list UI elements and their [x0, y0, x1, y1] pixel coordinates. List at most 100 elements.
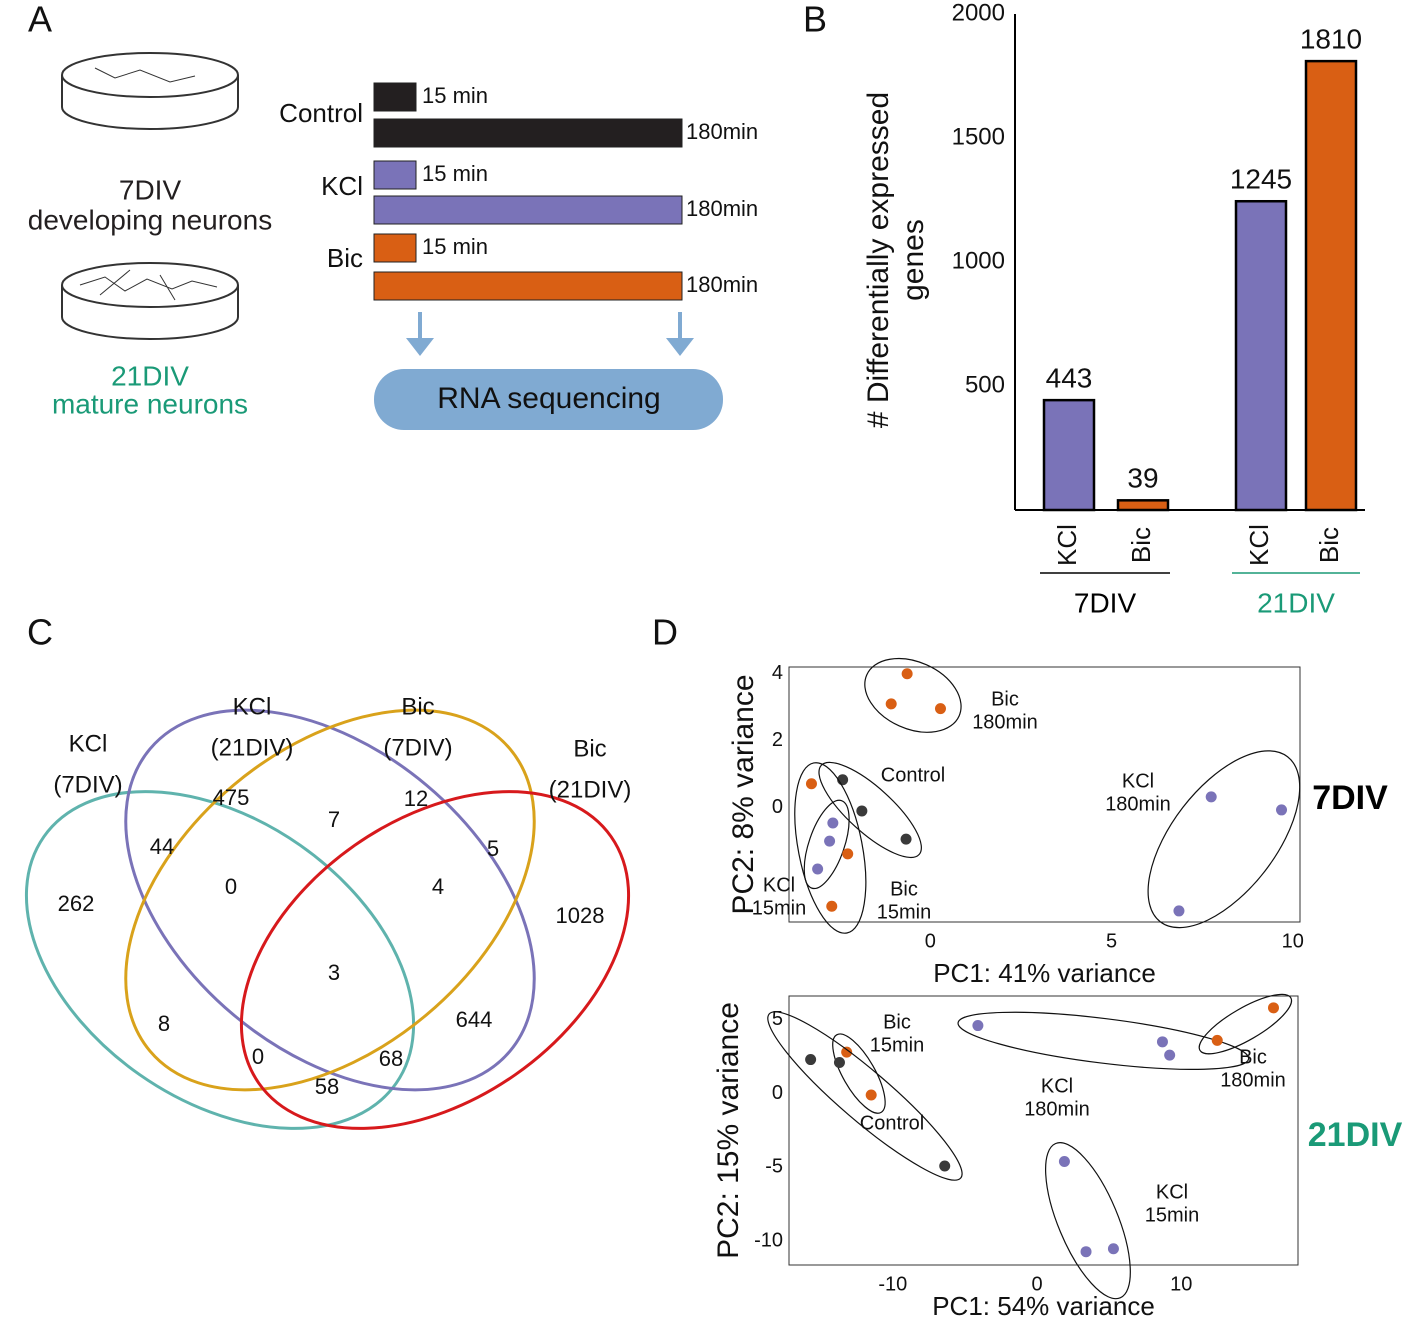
- x-tick-label: Bic: [1314, 527, 1344, 563]
- long-bar: [373, 195, 683, 225]
- venn-set: [124, 708, 536, 1092]
- x-tick-label: 10: [1170, 1273, 1192, 1295]
- y-axis-label: # Differentially expressed: [862, 92, 895, 428]
- x-tick-label: 10: [1282, 930, 1304, 952]
- condition-label: Control: [279, 98, 363, 128]
- cluster-label: KCl: [1156, 1181, 1188, 1203]
- condition-label: Bic: [327, 243, 363, 273]
- scatter-point: [901, 668, 913, 680]
- y-tick-label: 4: [772, 662, 783, 684]
- duration-label: 15 min: [422, 234, 488, 259]
- scatter-point: [1173, 905, 1185, 917]
- venn-count: 3: [328, 960, 340, 985]
- cluster-label: 180min: [1105, 793, 1171, 815]
- bar: [1116, 499, 1170, 512]
- bar: [1234, 199, 1288, 512]
- cluster-outline: [803, 799, 850, 890]
- panel-label: A: [28, 0, 52, 40]
- condition-label: KCl: [321, 171, 363, 201]
- scatter-point: [842, 848, 854, 860]
- cluster-label: 15min: [1145, 1204, 1199, 1226]
- side-label: 21DIV: [1308, 1116, 1403, 1154]
- venn-set-label: KCl: [233, 693, 272, 720]
- dish-label: developing neurons: [28, 204, 272, 235]
- venn-count: 58: [315, 1074, 339, 1099]
- output-label: RNA sequencing: [437, 382, 660, 415]
- x-axis-label: PC1: 41% variance: [933, 958, 1156, 988]
- duration-label: 180min: [686, 196, 758, 221]
- scatter-point: [1080, 1246, 1092, 1258]
- cluster-outline: [1147, 750, 1301, 929]
- cluster-outline: [1044, 1142, 1131, 1300]
- y-tick-label: -5: [765, 1156, 783, 1178]
- venn-count: 262: [58, 891, 95, 916]
- cluster-outline: [957, 1011, 1250, 1070]
- venn-count: 644: [456, 1007, 493, 1032]
- venn-count: 0: [225, 874, 237, 899]
- scatter-point: [1267, 1002, 1279, 1014]
- cluster-outline: [832, 1033, 886, 1114]
- cluster-label: 180min: [1220, 1069, 1286, 1091]
- cluster-outline: [1198, 993, 1293, 1055]
- venn-set-label: (7DIV): [383, 734, 452, 761]
- scatter-point: [1205, 791, 1217, 803]
- scatter-point: [826, 900, 838, 912]
- cluster-outline: [818, 761, 922, 859]
- data-label: 39: [1127, 463, 1158, 494]
- plot-frame: [788, 666, 1301, 923]
- duration-label: 15 min: [422, 83, 488, 108]
- duration-label: 15 min: [422, 161, 488, 186]
- scatter-point: [885, 698, 897, 710]
- cluster-label: 15min: [752, 897, 806, 919]
- cluster-label: 15min: [877, 901, 931, 923]
- y-tick-label: 2: [772, 729, 783, 751]
- y-axis-label: genes: [897, 219, 930, 301]
- scatter-point: [1164, 1049, 1176, 1061]
- venn-count: 68: [379, 1046, 403, 1071]
- data-label: 1245: [1230, 164, 1292, 195]
- scatter-point: [824, 835, 836, 847]
- dish-icon: [61, 52, 239, 340]
- scatter-point: [972, 1020, 984, 1032]
- venn-count: 1028: [556, 903, 605, 928]
- y-axis-label: PC2: 15% variance: [712, 1002, 745, 1259]
- venn-count: 4: [432, 874, 444, 899]
- dish-label: mature neurons: [52, 388, 248, 419]
- x-tick-label: KCl: [1244, 524, 1274, 566]
- y-tick-label: 5: [772, 1008, 783, 1030]
- cluster-label: 180min: [1024, 1098, 1090, 1120]
- scatter-point: [865, 1089, 877, 1101]
- cluster-label: Bic: [883, 1011, 911, 1033]
- cluster-label: Bic: [890, 878, 918, 900]
- venn-set-label: Bic: [573, 735, 606, 762]
- duration-label: 180min: [686, 272, 758, 297]
- y-axis-label: PC2: 8% variance: [727, 674, 760, 914]
- panel-label: D: [652, 612, 678, 653]
- venn-set-label: Bic: [401, 693, 434, 720]
- scatter-point: [841, 1046, 853, 1058]
- scatter-point: [939, 1160, 951, 1172]
- arrows: [406, 312, 694, 356]
- long-bar: [373, 271, 683, 301]
- cluster-label: Control: [881, 764, 945, 786]
- scatter-point: [1156, 1036, 1168, 1048]
- group-label: 21DIV: [1257, 587, 1335, 618]
- scatter-point: [1211, 1034, 1223, 1046]
- panel-label: C: [27, 612, 53, 653]
- venn-set: [239, 790, 631, 1130]
- cluster-label: 180min: [972, 711, 1038, 733]
- venn-count: 8: [158, 1011, 170, 1036]
- short-bar: [373, 160, 417, 190]
- x-tick-label: -10: [878, 1273, 907, 1295]
- short-bar: [373, 233, 417, 263]
- venn-set-label: (7DIV): [53, 771, 122, 798]
- short-bar: [373, 82, 417, 112]
- cluster-label: 15min: [870, 1034, 924, 1056]
- x-tick-label: KCl: [1052, 524, 1082, 566]
- cluster-label: Bic: [1239, 1046, 1267, 1068]
- x-axis-label: PC1: 54% variance: [932, 1291, 1155, 1321]
- y-tick-label: 1000: [952, 247, 1005, 274]
- data-label: 443: [1046, 363, 1093, 394]
